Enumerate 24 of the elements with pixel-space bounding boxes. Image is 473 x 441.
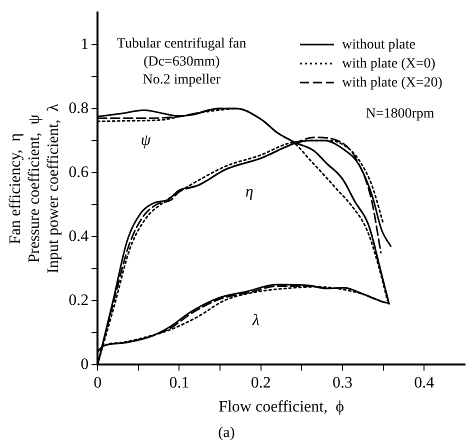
x-tick-label: 0.4 [414, 374, 434, 392]
y-tick-label: 0.4 [68, 228, 89, 245]
annotation: η [245, 183, 254, 200]
legend-label: with plate (X=20) [342, 75, 443, 90]
annotation: Tubular centrifugal fan [116, 36, 246, 52]
x-axis-title: Flow coefficient, ϕ [218, 398, 344, 416]
y-tick-label: 0.8 [68, 100, 89, 117]
y-tick-label: 0 [80, 356, 89, 373]
x-tick-label: 0.2 [250, 374, 271, 392]
legend-label: without plate [342, 37, 416, 52]
annotation: ψ [140, 132, 152, 149]
annotation: (Dc=630mm) [143, 54, 220, 70]
annotation: λ [251, 312, 260, 329]
y-tick-label: 0.2 [68, 292, 89, 309]
annotation: N=1800rpm [366, 106, 434, 122]
legend-label: with plate (X=0) [342, 56, 436, 72]
annotation: No.2 impeller [142, 72, 221, 88]
x-tick-label: 0.1 [169, 374, 190, 392]
x-tick-label: 0 [94, 374, 102, 392]
x-tick-label: 0.3 [332, 374, 353, 392]
y-tick-label: 0.6 [68, 164, 89, 181]
y-tick-label: 1 [80, 36, 89, 53]
text: (a) [218, 424, 235, 441]
y-axis-title: Fan efficiency, η Pressure coefficient, ψ Input power coefficient, λ [6, 104, 62, 274]
